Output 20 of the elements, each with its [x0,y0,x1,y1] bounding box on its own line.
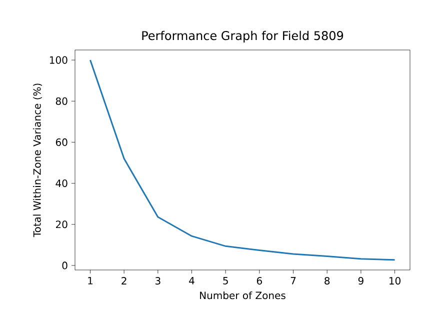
x-axis-title: Number of Zones [200,291,286,300]
y-tick-label: 100 [50,56,68,64]
y-tick-label: 40 [56,180,68,188]
x-tick-label: 4 [189,277,194,284]
x-tick-label: 3 [155,277,160,285]
x-tick-label: 2 [122,277,126,284]
chart-title: Performance Graph for Field 5809 [142,30,344,42]
x-tick-label: 9 [358,277,364,285]
y-tick-label: 20 [56,220,68,228]
x-tick-label: 8 [324,277,330,285]
x-tick-label: 7 [290,277,296,284]
x-tick-label: 5 [223,277,228,284]
y-axis-title: Total Within-Zone Variance (%) [33,84,42,238]
y-tick-label: 0 [62,262,68,270]
x-tick-label: 6 [256,277,262,285]
y-tick-label: 80 [56,97,68,105]
x-tick-label: 10 [390,277,400,285]
line-series [89,59,396,261]
x-tick-label: 1 [88,277,92,284]
y-tick-label: 60 [56,138,68,146]
